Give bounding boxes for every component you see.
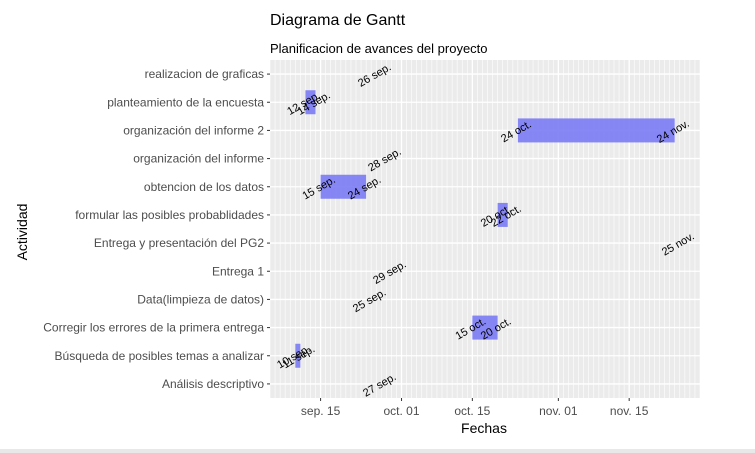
y-tick-label: organización del informe: [133, 152, 264, 166]
x-tick-label: oct. 01: [384, 404, 420, 418]
y-tick-label: organización del informe 2: [123, 123, 264, 137]
x-tick-label: nov. 01: [539, 404, 578, 418]
y-tick-label: Entrega 1: [212, 264, 264, 278]
plot-panel: [270, 60, 700, 398]
x-tick-label: nov. 15: [610, 404, 649, 418]
y-tick-label: Análisis descriptivo: [162, 377, 264, 391]
task-bar: [497, 202, 508, 227]
task-bar: [305, 90, 316, 115]
y-tick-label: Data(limpieza de datos): [137, 292, 264, 306]
window-bottom-edge: [0, 449, 755, 453]
y-tick-label: Búsqueda de posibles temas a analizar: [55, 349, 264, 363]
task-bar: [295, 343, 301, 368]
chart-title: Diagrama de Gantt: [270, 12, 406, 29]
x-tick-label: sep. 15: [301, 404, 341, 418]
chart-subtitle: Planificacion de avances del proyecto: [270, 41, 488, 56]
y-axis-title: Actividad: [14, 204, 30, 261]
y-tick-label: planteamiento de la encuesta: [107, 95, 264, 109]
y-tick-label: obtencion de los datos: [144, 180, 264, 194]
task-bar: [320, 174, 367, 199]
y-tick-label: Entrega y presentación del PG2: [94, 236, 264, 250]
y-tick-label: formular las posibles probablidades: [75, 208, 264, 222]
task-bar: [517, 118, 675, 143]
y-tick-label: Corregir los errores de la primera entre…: [43, 321, 264, 335]
task-bar: [472, 315, 498, 340]
y-tick-label: realizacion de graficas: [145, 67, 264, 81]
x-tick-label: oct. 15: [454, 404, 490, 418]
x-axis-title: Fechas: [461, 420, 507, 436]
